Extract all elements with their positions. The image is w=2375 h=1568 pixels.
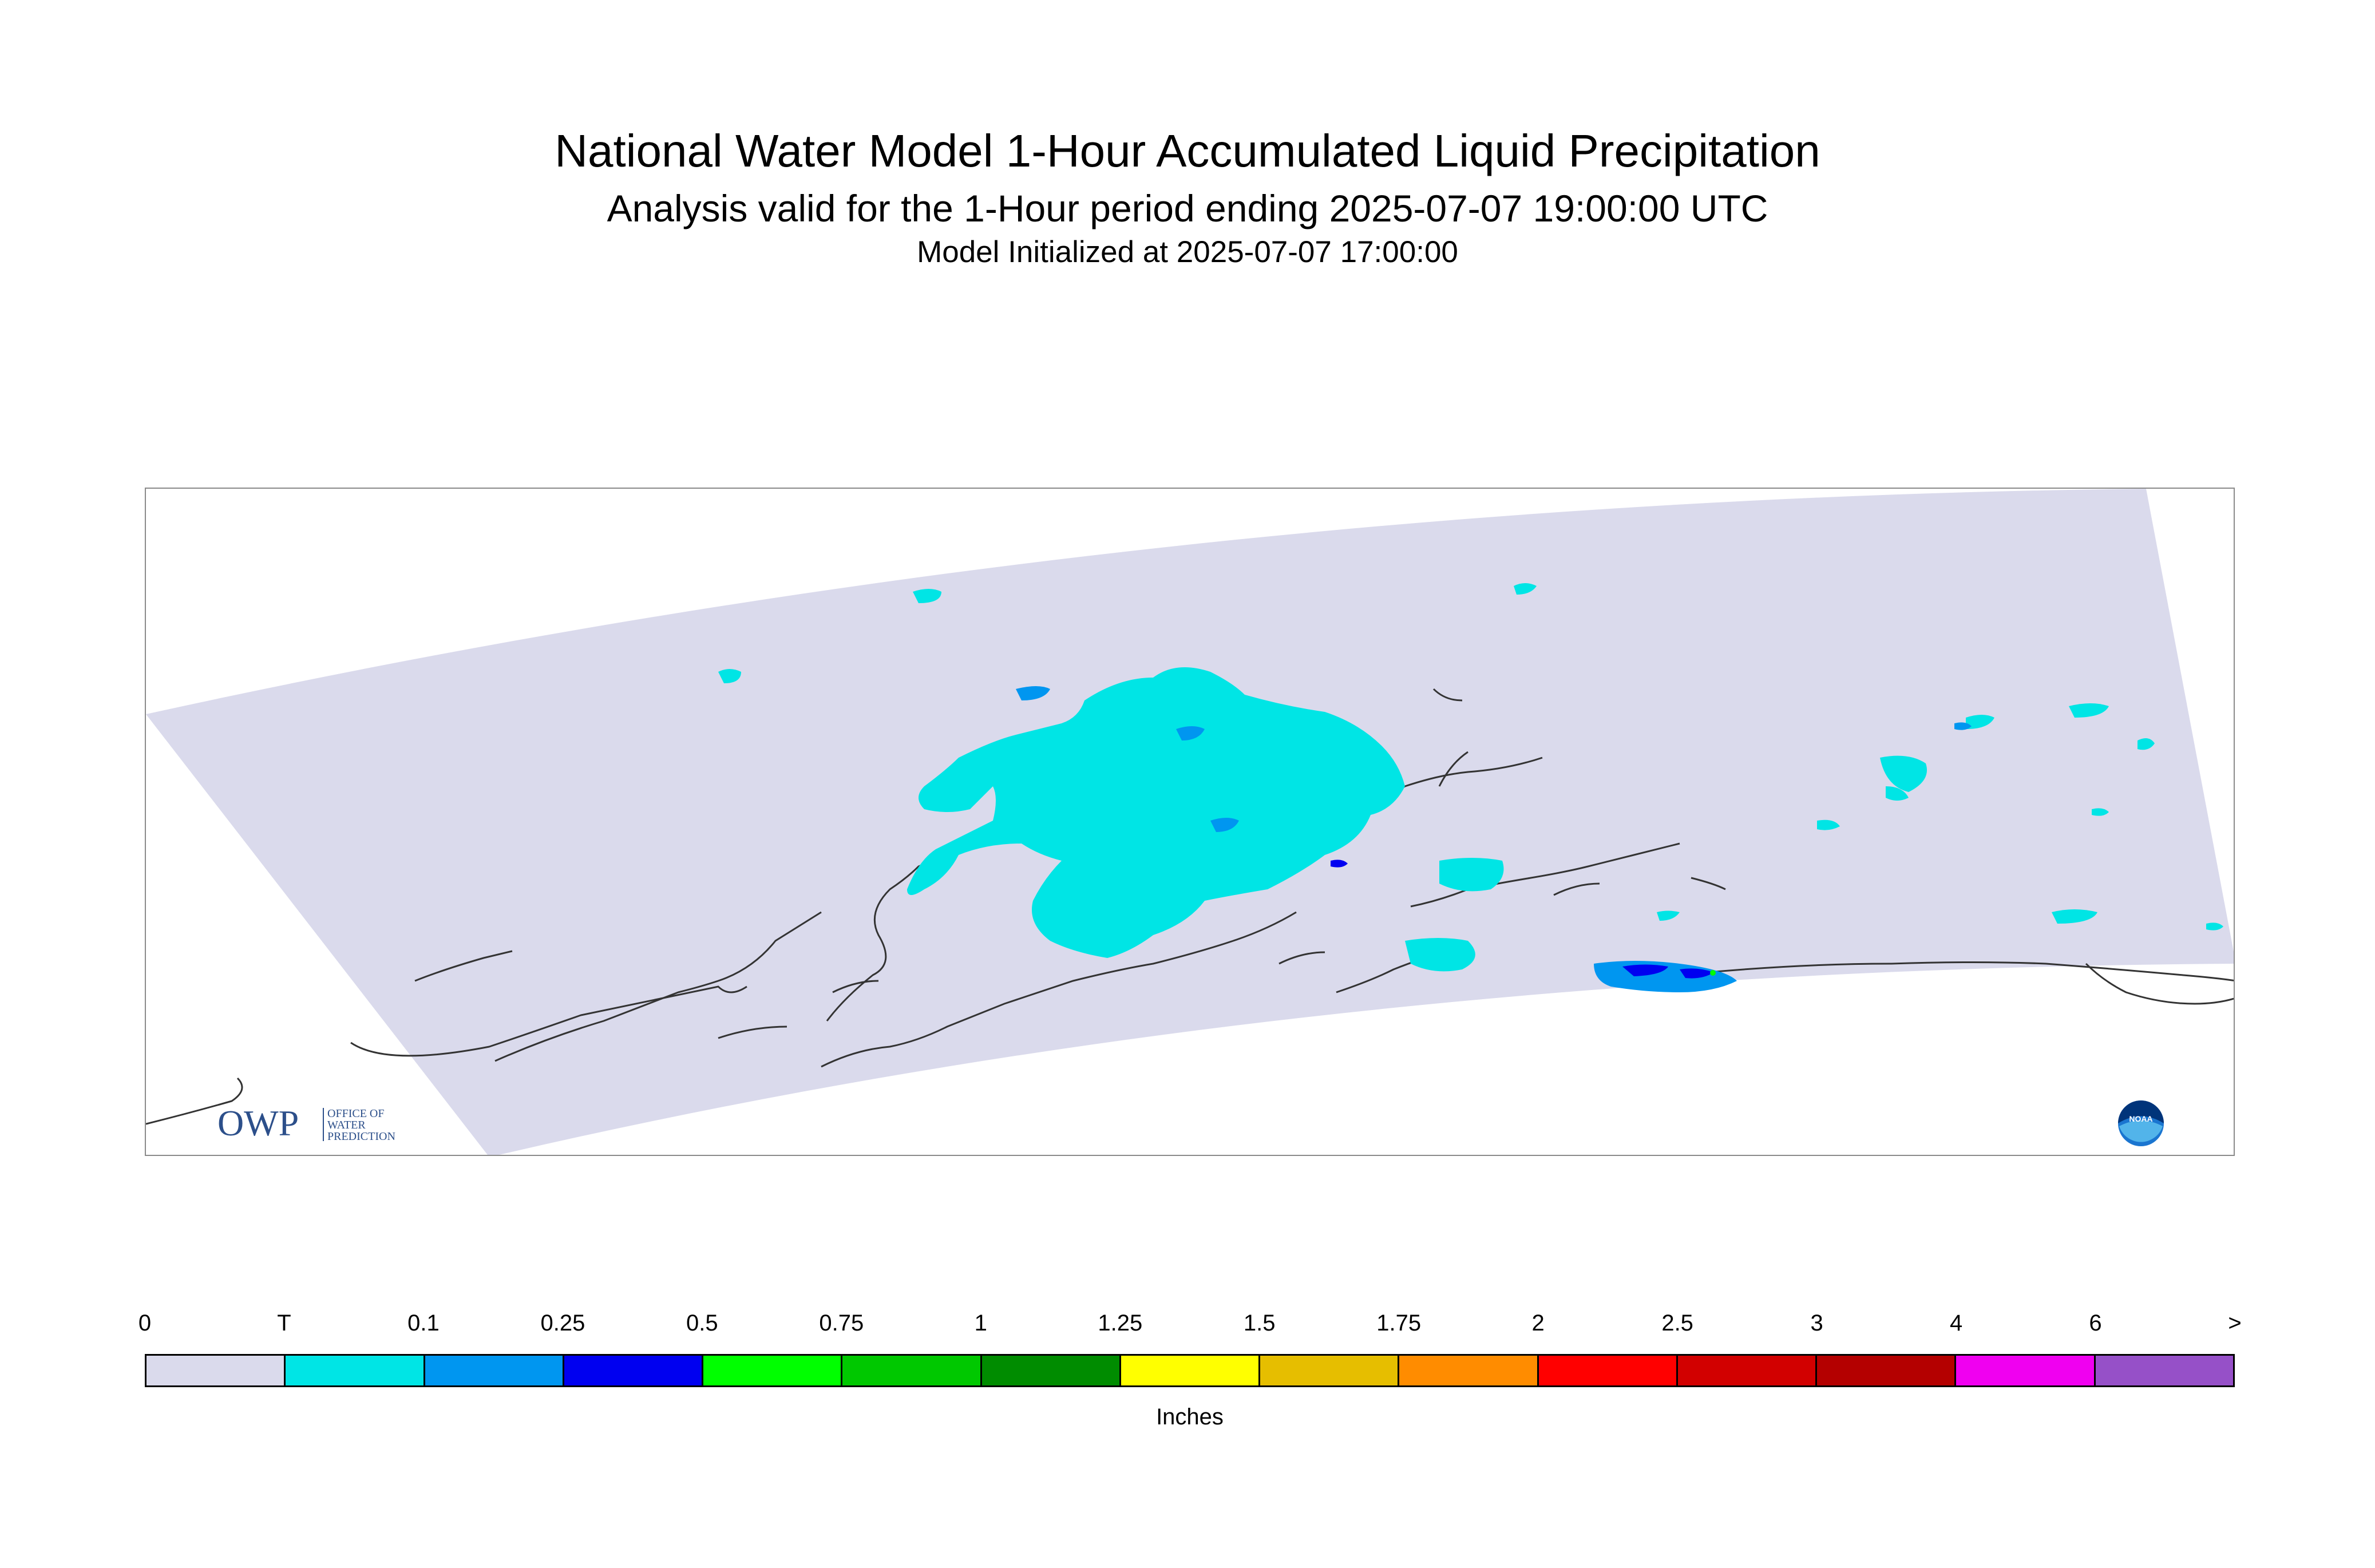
legend-tick-label: 6 [2089,1310,2102,1336]
precip-0-25 [1331,860,1714,979]
legend-swatch [1260,1356,1400,1385]
page-title: National Water Model 1-Hour Accumulated … [555,125,1820,176]
owp-logo-line-3: PREDICTION [327,1130,395,1143]
legend-tick-label: 0 [138,1310,152,1336]
legend-swatch [842,1356,982,1385]
legend-tick-label: 4 [1949,1310,1963,1336]
owp-logo-line-2: WATER [327,1119,366,1131]
map-panel[interactable] [145,488,2235,1156]
legend-swatch [1677,1356,1818,1385]
legend-colorbar [145,1354,2235,1387]
owp-logo-mark: OWP [217,1104,299,1143]
legend-swatch [703,1356,843,1385]
color-legend: 0 T 0.1 0.25 0.5 0.75 1 1.25 1.5 1.75 2 2.5 3 4 6 > Inc… [138,1310,2242,1430]
legend-tick-label: 1.5 [1243,1310,1276,1336]
legend-tick-label: 0.1 [407,1310,440,1336]
coastlines [146,688,2234,1125]
legend-tick-row: 0 T 0.1 0.25 0.5 0.75 1 1.25 1.5 1.75 2 2.5 3 4 6 > [138,1310,2242,1345]
legend-swatch [1538,1356,1678,1385]
legend-swatch [564,1356,704,1385]
legend-tick-label: 1.25 [1098,1310,1143,1336]
legend-swatch [1121,1356,1261,1385]
legend-tick-label: 2.5 [1661,1310,1693,1336]
page-subtitle: Analysis valid for the 1-Hour period end… [607,187,1768,229]
legend-tick-label: 1 [974,1310,987,1336]
legend-swatch [1956,1356,2096,1385]
legend-tick-label: 2 [1531,1310,1545,1336]
owp-logo: OWP OFFICE OF WATER PREDICTION [217,1103,423,1145]
legend-swatch [981,1356,1121,1385]
legend-tick-label: 0.75 [819,1310,864,1336]
legend-tick-label: 1.75 [1376,1310,1422,1336]
legend-units-label: Inches [1156,1404,1224,1430]
legend-swatch [1817,1356,1957,1385]
precip-trace [718,583,2223,972]
legend-swatch [286,1356,425,1385]
legend-tick-label: 3 [1810,1310,1823,1336]
model-init-time: Model Initialized at 2025-07-07 17:00:00 [917,235,1458,269]
legend-swatch [147,1356,286,1385]
noaa-logo: NOAA [2116,1099,2166,1148]
legend-swatch [425,1356,564,1385]
owp-logo-line-1: OFFICE OF [327,1107,384,1120]
noaa-logo-text: NOAA [2129,1114,2152,1123]
legend-swatch [1399,1356,1539,1385]
map-canvas [146,489,2234,1155]
legend-tick-label: T [277,1310,291,1336]
precip-0-5 [1710,970,1716,976]
legend-tick-label: 0.5 [686,1310,718,1336]
legend-tick-label: > [2228,1310,2242,1336]
legend-tick-label: 0.25 [540,1310,585,1336]
legend-swatch [2095,1356,2233,1385]
